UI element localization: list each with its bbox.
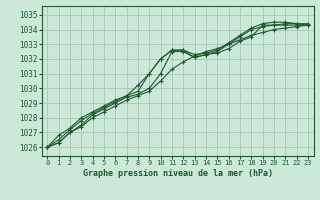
X-axis label: Graphe pression niveau de la mer (hPa): Graphe pression niveau de la mer (hPa) <box>83 169 273 178</box>
